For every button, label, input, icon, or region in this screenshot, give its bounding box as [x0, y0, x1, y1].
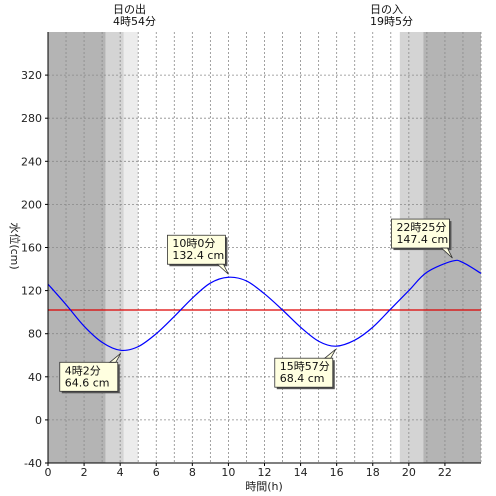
- x-tick-label: 8: [189, 466, 196, 479]
- callout-pointer: [216, 263, 229, 275]
- y-tick-label: 160: [21, 242, 42, 255]
- sunrise-time: 4時54分: [113, 15, 156, 28]
- x-tick-label: 20: [402, 466, 416, 479]
- tide-series: [47, 259, 482, 352]
- callout-pointer: [108, 352, 122, 363]
- y-tick-label: 200: [21, 198, 42, 211]
- y-tick-label: 240: [21, 155, 42, 168]
- x-tick-label: 14: [294, 466, 308, 479]
- y-tick-label: 280: [21, 112, 42, 125]
- callout-time: 15時57分: [280, 360, 330, 373]
- tide-line: [47, 259, 482, 352]
- callout-box: [167, 234, 226, 265]
- callout-time: 22時25分: [396, 221, 446, 234]
- callout-box: [391, 218, 450, 249]
- callout-box: [274, 357, 334, 388]
- y-tick-label: 40: [28, 371, 42, 384]
- callout-time: 10時0分: [172, 237, 215, 250]
- x-tick-label: 10: [221, 466, 235, 479]
- x-tick-label: 12: [258, 466, 272, 479]
- y-axis-title: 水位(cm): [8, 222, 22, 269]
- callout-pointer: [440, 247, 453, 259]
- x-tick-label: 6: [153, 466, 160, 479]
- y-tick-label: 120: [21, 285, 42, 298]
- sunset-time: 19時5分: [370, 15, 413, 28]
- y-tick-label: 320: [21, 69, 42, 82]
- x-tick-label: 0: [45, 466, 52, 479]
- x-tick-label: 22: [438, 466, 452, 479]
- callout-box: [59, 361, 119, 392]
- callout-level: 68.4 cm: [280, 372, 325, 385]
- axes: [45, 32, 481, 466]
- y-tick-label: 0: [35, 414, 42, 427]
- callout-level: 132.4 cm: [172, 249, 224, 262]
- x-axis-title: 時間(h): [245, 480, 283, 493]
- callout-level: 147.4 cm: [396, 233, 448, 246]
- x-tick-label: 16: [330, 466, 344, 479]
- x-tick-label: 2: [81, 466, 88, 479]
- grid: [48, 32, 482, 463]
- sunrise-title: 日の出: [113, 2, 146, 16]
- x-tick-label: 18: [366, 466, 380, 479]
- sunset-title: 日の入: [370, 3, 403, 16]
- sun-times: 日の出 4時54分 日の入 19時5分: [113, 2, 413, 28]
- callout-time: 4時2分: [65, 364, 101, 377]
- callout-level: 64.6 cm: [65, 376, 110, 389]
- x-tick-label: 4: [117, 466, 124, 479]
- dawn-band: [123, 32, 139, 463]
- tick-labels: 0 2 4 6 8 10 12 14 16 18 20 22-40040801201602002402…: [21, 69, 452, 479]
- y-tick-label: -40: [24, 457, 42, 470]
- callout-pointer: [323, 348, 337, 359]
- y-tick-label: 80: [28, 328, 42, 341]
